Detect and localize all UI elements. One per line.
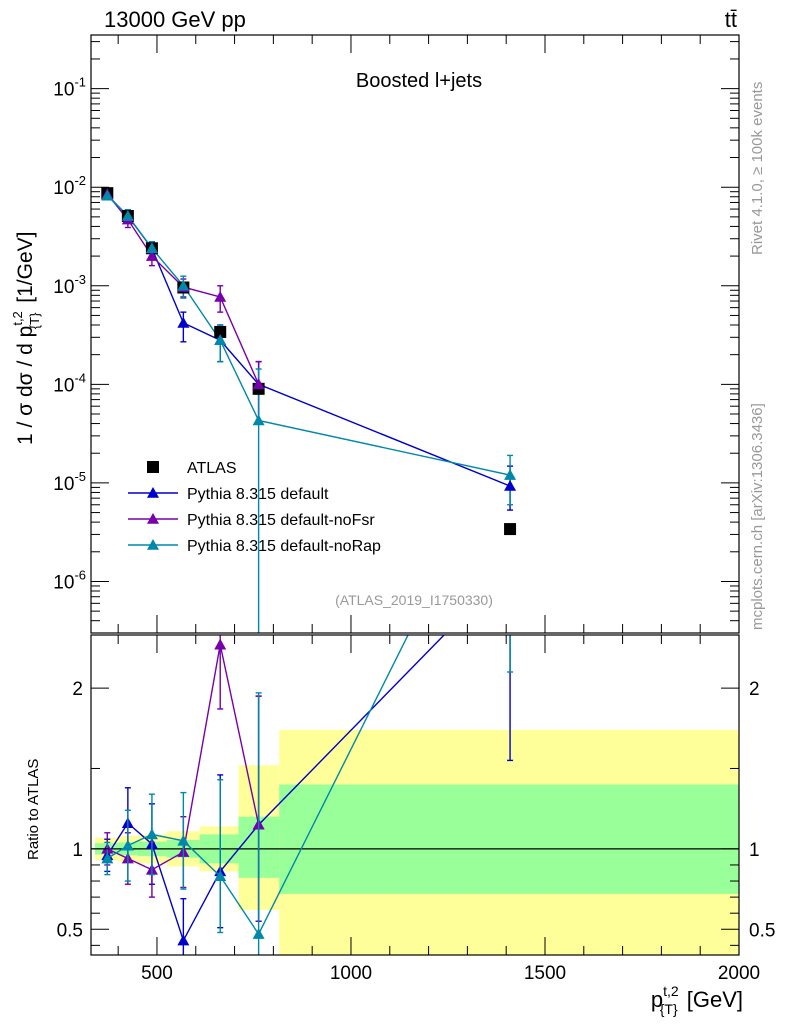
ratio-data-point — [177, 934, 190, 946]
main-y-tick-label: 10-2 — [53, 173, 86, 199]
main-series-layer — [101, 187, 517, 633]
rivet-label: Rivet 4.1.0, ≥ 100k events — [749, 82, 766, 255]
main-series-line — [106, 195, 511, 476]
mc-data-point — [101, 189, 114, 201]
ratio-data-point — [101, 852, 114, 864]
ratio-y-tick-label: 2 — [72, 679, 83, 700]
ratio-bands-layer — [91, 729, 739, 955]
mc-data-point — [145, 250, 158, 261]
mc-data-point — [252, 414, 265, 426]
ratio-y-tick-label: 1 — [72, 840, 83, 861]
main-frame — [90, 34, 740, 634]
ratio-data-point — [214, 638, 227, 650]
main-series-line — [106, 194, 511, 487]
main-y-tick-label: 10-4 — [53, 370, 86, 396]
main-y-tick-label: 10-6 — [53, 567, 86, 593]
main-y-tick-label: 10-1 — [53, 75, 86, 101]
ratio-frame — [90, 634, 740, 956]
ratio-y-tick-label: 0.5 — [57, 920, 83, 941]
ratio-data-point — [121, 839, 134, 851]
x-tick-label: 1000 — [330, 963, 372, 984]
main-y-tick-label: 10-5 — [53, 469, 86, 495]
main-panel: 10-610-510-410-310-210-1 Boosted l+jets … — [10, 34, 740, 634]
atlas-data-point — [504, 523, 517, 536]
ratio-y-axis-title: Ratio to ATLAS — [25, 759, 42, 860]
mc-data-point — [145, 242, 158, 254]
x-tick-label: 1500 — [524, 963, 566, 984]
mc-data-point — [177, 279, 190, 291]
atlas-data-point — [214, 325, 227, 338]
legend-label: ATLAS — [187, 460, 237, 477]
ratio-panel: 0.5 0.5 1 1 2 2 500 1000 1500 2000 Ratio to ATLA… — [25, 425, 775, 1017]
mc-data-point — [121, 210, 134, 221]
legend-marker — [147, 539, 159, 550]
legend-label: Pythia 8.315 default-noFsr — [187, 512, 375, 529]
x-axis-title: pt,2 {T} [GeV] — [651, 983, 743, 1017]
energy-label: 13000 GeV pp — [104, 7, 246, 32]
chart-title: Boosted l+jets — [356, 70, 482, 92]
mc-data-point — [214, 290, 227, 302]
ratio-band-inner — [279, 784, 739, 894]
mc-data-point — [214, 334, 227, 346]
process-label: tt̄ — [725, 7, 737, 32]
main-y-tick-label: 10-3 — [53, 272, 86, 298]
ratio-y-tick-label-right: 0.5 — [749, 920, 775, 941]
ratio-data-point — [145, 828, 158, 840]
legend: ATLAS Pythia 8.315 default Pythia 8.315 de… — [128, 460, 381, 555]
legend-label: Pythia 8.315 default-noRap — [187, 538, 381, 555]
ratio-data-point — [504, 561, 516, 572]
ratio-y-axis: 0.5 0.5 1 1 2 2 — [57, 679, 775, 946]
main-y-axis-title: 1 / σ dσ / d pt,2 {T} [1/GeV] — [10, 232, 42, 445]
ratio-data-point — [504, 425, 516, 436]
mcplots-label: mcplots.cern.ch [arXiv:1306.3436] — [749, 403, 766, 630]
mc-data-point — [504, 480, 517, 491]
legend-label: Pythia 8.315 default — [187, 486, 329, 503]
ratio-series-layer — [101, 425, 516, 955]
ratio-data-point — [177, 834, 190, 846]
ratio-data-point — [214, 870, 227, 882]
legend-marker — [147, 487, 159, 498]
mc-data-point — [504, 469, 517, 480]
analysis-watermark: (ATLAS_2019_I1750330) — [335, 592, 493, 608]
legend-marker — [147, 513, 159, 524]
x-tick-label: 2000 — [718, 963, 760, 984]
main-y-axis: 10-6 10-5 10-4 10-3 10-2 10-1 — [53, 41, 739, 634]
ratio-x-axis: 500 1000 1500 2000 — [117, 635, 760, 984]
x-tick-label: 500 — [141, 963, 173, 984]
main-x-ticks — [117, 35, 740, 633]
ratio-series-line — [106, 644, 260, 871]
ratio-data-point — [252, 928, 265, 939]
legend-marker-atlas — [147, 461, 159, 473]
mc-data-point — [252, 378, 265, 390]
mc-data-point — [177, 316, 190, 328]
ratio-y-tick-label-right: 2 — [749, 679, 760, 700]
ratio-y-tick-label-right: 1 — [749, 840, 760, 861]
